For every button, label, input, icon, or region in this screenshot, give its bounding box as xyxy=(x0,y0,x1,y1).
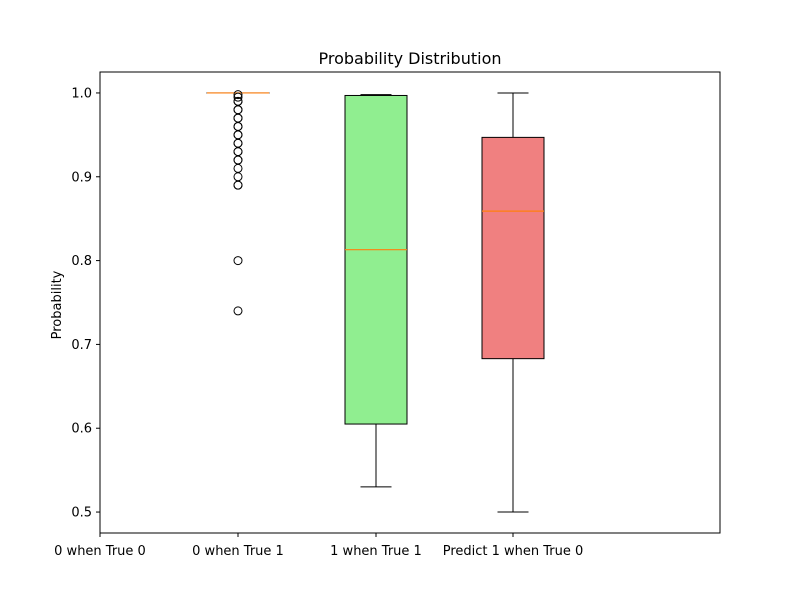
x-tick-label: Predict 1 when True 0 xyxy=(443,544,584,559)
box xyxy=(344,94,408,425)
outlier-point xyxy=(233,138,243,148)
y-axis: 0.5 0.6 0.7 0.8 0.9 1.0 xyxy=(71,86,100,521)
y-tick-label: 0.6 xyxy=(71,422,92,437)
x-tick-label: 1 when True 1 xyxy=(330,544,422,559)
box-group xyxy=(344,94,408,488)
plot-content xyxy=(206,90,545,513)
outlier-point xyxy=(233,147,243,157)
y-tick-label: 1.0 xyxy=(71,86,92,101)
outlier-point xyxy=(233,256,243,266)
outlier-point xyxy=(233,180,243,190)
outlier-point xyxy=(233,90,243,100)
outlier-point xyxy=(233,96,243,106)
y-tick-label: 0.9 xyxy=(71,170,92,185)
y-axis-label: Probability xyxy=(50,270,65,339)
box-group xyxy=(481,92,545,513)
y-tick-label: 0.5 xyxy=(71,506,92,521)
x-tick-label: 0 when True 1 xyxy=(192,544,284,559)
x-tick-label: 0 when True 0 xyxy=(54,544,146,559)
y-tick-label: 0.7 xyxy=(71,338,92,353)
outlier-point xyxy=(233,113,243,123)
outlier-point xyxy=(233,105,243,115)
outlier-point xyxy=(233,306,243,316)
y-tick-label: 0.8 xyxy=(71,254,92,269)
box-group xyxy=(206,90,270,316)
outlier-point xyxy=(233,121,243,131)
x-axis: 0 when True 0 0 when True 1 1 when True 1 P… xyxy=(54,533,583,559)
outlier-point xyxy=(233,172,243,182)
plot-frame xyxy=(99,71,721,534)
outlier-point xyxy=(233,155,243,165)
chart-title: Probability Distribution xyxy=(318,49,501,68)
outlier-point xyxy=(233,130,243,140)
outlier-point xyxy=(233,163,243,173)
outlier-point xyxy=(233,92,243,102)
box xyxy=(481,136,545,360)
